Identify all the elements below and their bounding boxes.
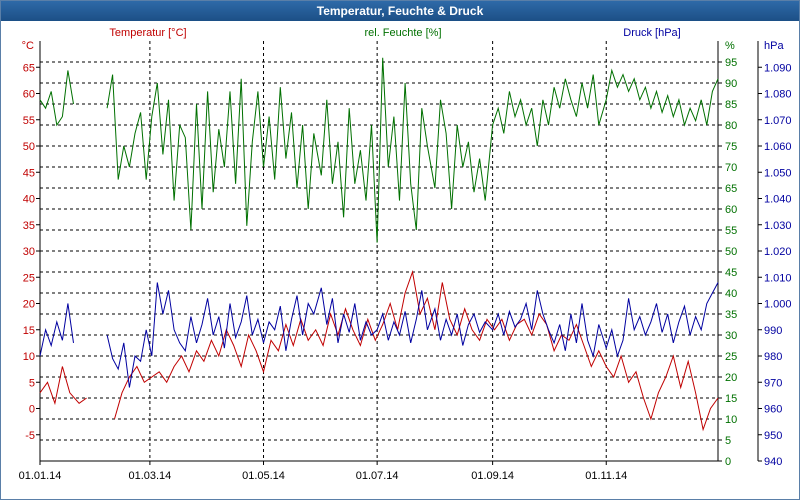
humidity-tick-label: 40: [725, 288, 737, 300]
temperature-tick-label: 25: [23, 272, 35, 284]
x-tick-label: 01.03.14: [128, 470, 171, 482]
x-tick-label: 01.05.14: [242, 470, 285, 482]
temperature-tick-label: 0: [29, 404, 35, 416]
temperature-tick-label: 55: [23, 115, 35, 127]
series-line-pressure: [106, 282, 719, 388]
series-line-pressure: [39, 303, 74, 357]
humidity-tick-label: 90: [725, 78, 737, 90]
temperature-tick-label: 60: [23, 89, 35, 101]
humidity-tick-label: 45: [725, 267, 737, 279]
pressure-tick-label: 1.060: [764, 141, 792, 153]
humidity-tick-label: 35: [725, 309, 737, 321]
pressure-tick-label: 1.080: [764, 89, 792, 101]
pressure-axis-ticks: 940 950 960 970 980 990 1.000 1.010 1.020 1.030 1.…: [757, 41, 792, 468]
temperature-tick-label: 35: [23, 220, 35, 232]
humidity-tick-label: 50: [725, 246, 737, 258]
series-line-humidity: [106, 57, 719, 243]
humidity-tick-label: 60: [725, 204, 737, 216]
humidity-tick-label: 85: [725, 99, 737, 111]
temperature-tick-label: 30: [23, 246, 35, 258]
series-lines: [39, 57, 719, 432]
pressure-tick-label: 950: [764, 430, 782, 442]
x-tick-label: 01.09.14: [471, 470, 514, 482]
temperature-tick-label: 5: [29, 377, 35, 389]
humidity-tick-label: 95: [725, 57, 737, 69]
x-tick-label: 01.11.14: [585, 470, 627, 482]
pressure-tick-label: 1.010: [764, 272, 792, 284]
humidity-tick-label: 70: [725, 162, 737, 174]
humidity-tick-label: 55: [725, 225, 737, 237]
pressure-tick-label: 1.050: [764, 167, 792, 179]
pressure-tick-label: 1.070: [764, 115, 792, 127]
temperature-tick-label: 45: [23, 167, 35, 179]
temperature-axis-ticks: -5 0 5 10 15 20 25 30 35 40 45 50 55 60 65: [23, 62, 40, 442]
temperature-unit: °C: [22, 40, 34, 52]
pressure-tick-label: 1.030: [764, 220, 792, 232]
humidity-tick-label: 80: [725, 120, 737, 132]
pressure-tick-label: 970: [764, 377, 782, 389]
chart-canvas: -5 0 5 10 15 20 25 30 35 40 45 50 55 60 65 0 5 10 15 20 25 3…: [19, 27, 792, 482]
pressure-tick-label: 980: [764, 351, 782, 363]
series-line-temperature: [114, 270, 719, 432]
humidity-tick-label: 10: [725, 414, 737, 426]
pressure-tick-label: 990: [764, 325, 782, 337]
x-tick-label: 01.01.14: [19, 470, 62, 482]
temperature-tick-label: 65: [23, 62, 35, 74]
temperature-tick-label: -5: [25, 430, 35, 442]
x-tick-label: 01.07.14: [356, 470, 399, 482]
temperature-tick-label: 10: [23, 351, 35, 363]
x-axis-ticks: 01.01.14 01.03.14 01.05.14 01.07.14 01.09.14…: [19, 461, 627, 482]
pressure-tick-label: 1.040: [764, 194, 792, 206]
temperature-tick-label: 40: [23, 194, 35, 206]
humidity-tick-label: 75: [725, 141, 737, 153]
humidity-tick-label: 0: [725, 456, 731, 468]
series-line-temperature: [39, 366, 87, 406]
pressure-axis-label: Druck [hPa]: [623, 27, 680, 39]
humidity-tick-label: 15: [725, 393, 737, 405]
series-line-humidity: [39, 70, 74, 127]
pressure-tick-label: 940: [764, 456, 782, 468]
humidity-tick-label: 5: [725, 435, 731, 447]
humidity-tick-label: 65: [725, 183, 737, 195]
pressure-tick-label: 1.000: [764, 299, 792, 311]
pressure-unit: hPa: [764, 40, 784, 52]
temperature-axis-label: Temperatur [°C]: [109, 27, 186, 39]
pressure-tick-label: 1.090: [764, 62, 792, 74]
temperature-tick-label: 20: [23, 299, 35, 311]
humidity-tick-label: 25: [725, 351, 737, 363]
window-title: Temperatur, Feuchte & Druck: [1, 1, 799, 21]
axis-labels: °C Temperatur [°C] rel. Feuchte [%] Druck […: [22, 27, 785, 52]
humidity-tick-label: 20: [725, 372, 737, 384]
pressure-tick-label: 1.020: [764, 246, 792, 258]
humidity-axis-label: rel. Feuchte [%]: [364, 27, 441, 39]
humidity-tick-label: 30: [725, 330, 737, 342]
temperature-tick-label: 15: [23, 325, 35, 337]
humidity-unit: %: [725, 40, 735, 52]
temperature-tick-label: 50: [23, 141, 35, 153]
humidity-axis-ticks: 0 5 10 15 20 25 30 35 40 45 50 55 60 65 70 75 80 85 90 95: [718, 57, 737, 468]
pressure-tick-label: 960: [764, 404, 782, 416]
grid-lines: [40, 41, 718, 461]
